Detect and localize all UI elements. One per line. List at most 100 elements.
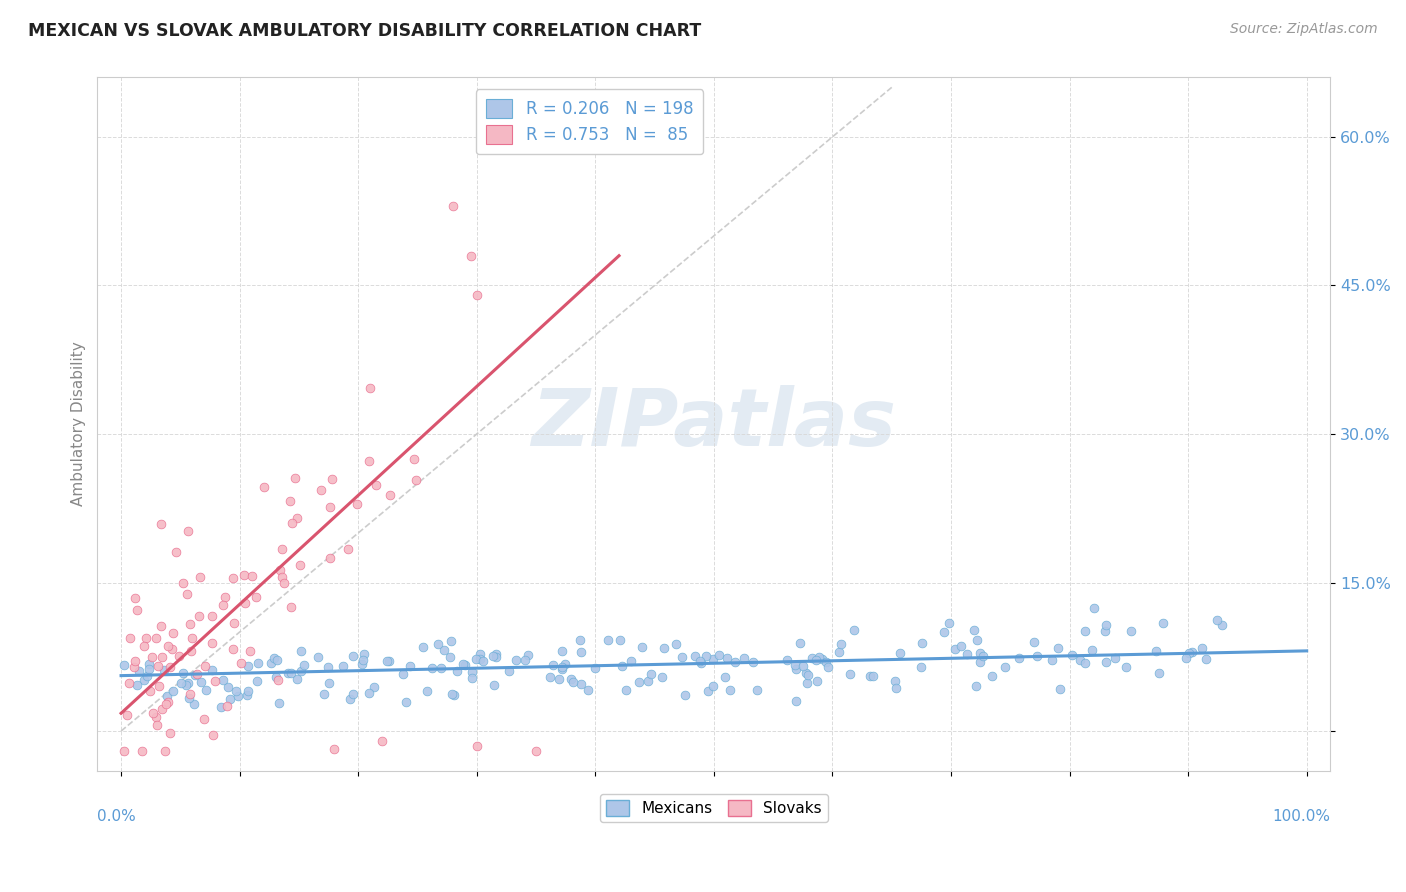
Point	[139, 683, 162, 698]
Point	[342, 687, 364, 701]
Point	[157, 639, 180, 653]
Point	[482, 677, 505, 691]
Point	[124, 654, 146, 668]
Point	[201, 636, 224, 650]
Point	[162, 684, 184, 698]
Point	[138, 662, 160, 676]
Point	[969, 646, 991, 660]
Point	[745, 683, 768, 698]
Point	[441, 688, 464, 702]
Point	[1206, 613, 1229, 627]
Point	[204, 673, 226, 688]
Point	[1115, 660, 1137, 674]
Point	[551, 660, 574, 674]
Point	[651, 670, 673, 684]
Point	[174, 678, 197, 692]
Point	[319, 551, 342, 566]
Point	[176, 587, 198, 601]
Point	[950, 639, 973, 653]
Point	[132, 639, 155, 653]
Point	[201, 728, 224, 742]
Point	[420, 661, 443, 675]
Point	[517, 648, 540, 662]
Point	[1195, 652, 1218, 666]
Point	[695, 648, 717, 663]
Point	[316, 660, 339, 674]
Point	[339, 691, 361, 706]
Point	[332, 658, 354, 673]
Point	[1191, 640, 1213, 655]
Point	[236, 688, 259, 702]
Point	[468, 651, 491, 665]
Point	[146, 717, 169, 731]
Point	[1094, 624, 1116, 638]
Point	[353, 648, 375, 662]
Point	[357, 454, 380, 468]
Point	[120, 631, 142, 645]
Point	[430, 661, 453, 675]
Point	[828, 645, 851, 659]
Point	[363, 681, 385, 695]
Point	[551, 644, 574, 658]
Point	[375, 654, 398, 668]
Point	[702, 652, 724, 666]
Point	[576, 683, 599, 698]
Point	[352, 657, 374, 672]
Point	[188, 609, 211, 624]
Point	[337, 541, 360, 556]
Point	[472, 654, 495, 668]
Point	[149, 619, 172, 633]
Point	[596, 633, 619, 648]
Point	[183, 697, 205, 711]
Point	[263, 650, 285, 665]
Point	[631, 640, 654, 654]
Point	[733, 651, 755, 665]
Point	[285, 672, 308, 686]
Point	[260, 657, 283, 671]
Point	[716, 650, 738, 665]
Point	[481, 648, 503, 663]
Point	[273, 575, 295, 590]
Point	[690, 656, 713, 670]
Point	[172, 575, 194, 590]
Point	[654, 640, 676, 655]
Point	[162, 642, 184, 657]
Point	[176, 524, 198, 538]
Point	[934, 624, 956, 639]
Point	[709, 648, 731, 662]
Point	[124, 591, 146, 605]
Point	[862, 668, 884, 682]
Point	[150, 649, 173, 664]
Point	[186, 667, 208, 681]
Point	[112, 744, 135, 758]
Point	[277, 666, 299, 681]
Point	[689, 654, 711, 668]
Point	[177, 676, 200, 690]
Point	[150, 516, 173, 531]
Point	[392, 667, 415, 681]
Point	[118, 676, 141, 690]
Point	[783, 657, 806, 672]
Point	[804, 653, 827, 667]
Point	[290, 664, 312, 678]
Point	[830, 637, 852, 651]
Point	[290, 644, 312, 658]
Point	[1095, 655, 1118, 669]
Point	[702, 680, 724, 694]
Point	[346, 497, 368, 511]
Point	[1081, 643, 1104, 657]
Point	[910, 660, 932, 674]
Point	[1175, 651, 1198, 665]
Point	[461, 665, 484, 680]
Point	[884, 674, 907, 689]
Point	[470, 647, 492, 661]
Point	[179, 617, 201, 632]
Text: ZIPatlas: ZIPatlas	[531, 385, 897, 463]
Point	[135, 631, 157, 645]
Point	[1121, 624, 1143, 639]
Point	[155, 744, 177, 758]
Point	[179, 691, 201, 706]
Point	[637, 673, 659, 688]
Point	[560, 672, 582, 686]
Point	[785, 662, 807, 676]
